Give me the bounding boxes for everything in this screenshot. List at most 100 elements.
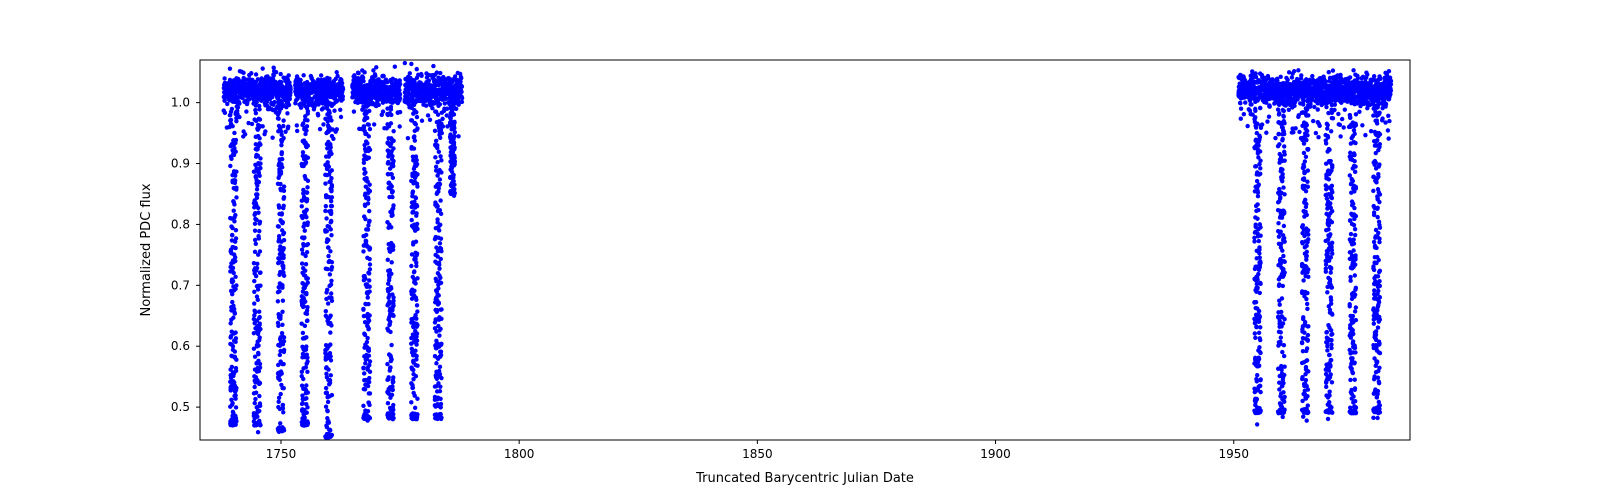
data-point (1280, 350, 1284, 354)
data-point (258, 362, 262, 366)
data-point (282, 231, 286, 235)
data-point (302, 235, 306, 239)
data-point (368, 391, 372, 395)
data-point (1326, 417, 1330, 421)
data-point (415, 172, 419, 176)
data-point (330, 299, 334, 303)
data-point (255, 192, 259, 196)
data-point (437, 266, 441, 270)
data-point (433, 155, 437, 159)
data-point (230, 107, 234, 111)
data-point (281, 410, 285, 414)
data-point (324, 405, 328, 409)
data-point (280, 310, 284, 314)
data-point (234, 405, 238, 409)
data-point (1324, 141, 1328, 145)
data-point (391, 375, 395, 379)
data-point (437, 150, 441, 154)
data-point (252, 279, 256, 283)
data-point (1265, 119, 1269, 123)
data-point (318, 127, 322, 131)
data-point (1297, 130, 1301, 134)
data-point (299, 105, 303, 109)
data-point (329, 145, 333, 149)
data-point (1258, 315, 1262, 319)
data-point (282, 339, 286, 343)
data-point (257, 229, 261, 233)
data-point (428, 118, 432, 122)
data-point (439, 170, 443, 174)
data-point (234, 358, 238, 362)
data-point (413, 406, 417, 410)
data-point (1306, 369, 1310, 373)
data-point (1330, 332, 1334, 336)
data-point (366, 227, 370, 231)
data-point (367, 380, 371, 384)
data-point (415, 412, 419, 416)
data-point (456, 134, 460, 138)
data-point (330, 265, 334, 269)
data-point (1305, 394, 1309, 398)
data-point (1282, 408, 1286, 412)
data-point (1329, 358, 1333, 362)
data-point (409, 400, 413, 404)
data-point (1306, 410, 1310, 414)
data-point (430, 106, 434, 110)
data-point (1282, 192, 1286, 196)
data-point (1258, 255, 1262, 259)
data-point (414, 110, 418, 114)
data-point (258, 142, 262, 146)
data-point (258, 315, 262, 319)
data-point (330, 260, 334, 264)
data-point (460, 84, 464, 88)
data-point (325, 267, 329, 271)
data-point (362, 124, 366, 128)
data-point (1327, 400, 1331, 404)
data-point (415, 323, 419, 327)
data-point (1282, 144, 1286, 148)
data-point (340, 81, 344, 85)
data-point (436, 113, 440, 117)
data-point (1330, 285, 1334, 289)
data-point (1306, 232, 1310, 236)
plot-border (200, 60, 1410, 440)
data-point (257, 409, 261, 413)
data-point (303, 254, 307, 258)
data-point (233, 259, 237, 263)
data-point (1329, 328, 1333, 332)
data-point (335, 127, 339, 131)
data-point (1330, 312, 1334, 316)
data-point (325, 119, 329, 123)
data-point (234, 283, 238, 287)
data-point (327, 165, 331, 169)
data-point (391, 295, 395, 299)
data-point (328, 314, 332, 318)
data-point (254, 274, 258, 278)
data-point (439, 307, 443, 311)
data-point (366, 409, 370, 413)
data-point (1282, 270, 1286, 274)
data-point (1282, 114, 1286, 118)
data-point (1302, 330, 1306, 334)
data-point (367, 134, 371, 138)
data-point (1327, 223, 1331, 227)
data-point (356, 71, 360, 75)
data-point (1305, 418, 1309, 422)
data-point (1257, 345, 1261, 349)
data-point (1306, 185, 1310, 189)
data-point (1327, 70, 1331, 74)
data-point (1327, 389, 1331, 393)
data-point (1299, 73, 1303, 77)
data-point (368, 262, 372, 266)
data-point (329, 176, 333, 180)
data-point (258, 156, 262, 160)
data-point (329, 118, 333, 122)
data-point (1258, 149, 1262, 153)
data-point (389, 107, 393, 111)
data-point (305, 305, 309, 309)
data-point (1249, 102, 1253, 106)
data-point (279, 152, 283, 156)
data-point (381, 74, 385, 78)
data-point (1277, 142, 1281, 146)
data-point (452, 162, 456, 166)
